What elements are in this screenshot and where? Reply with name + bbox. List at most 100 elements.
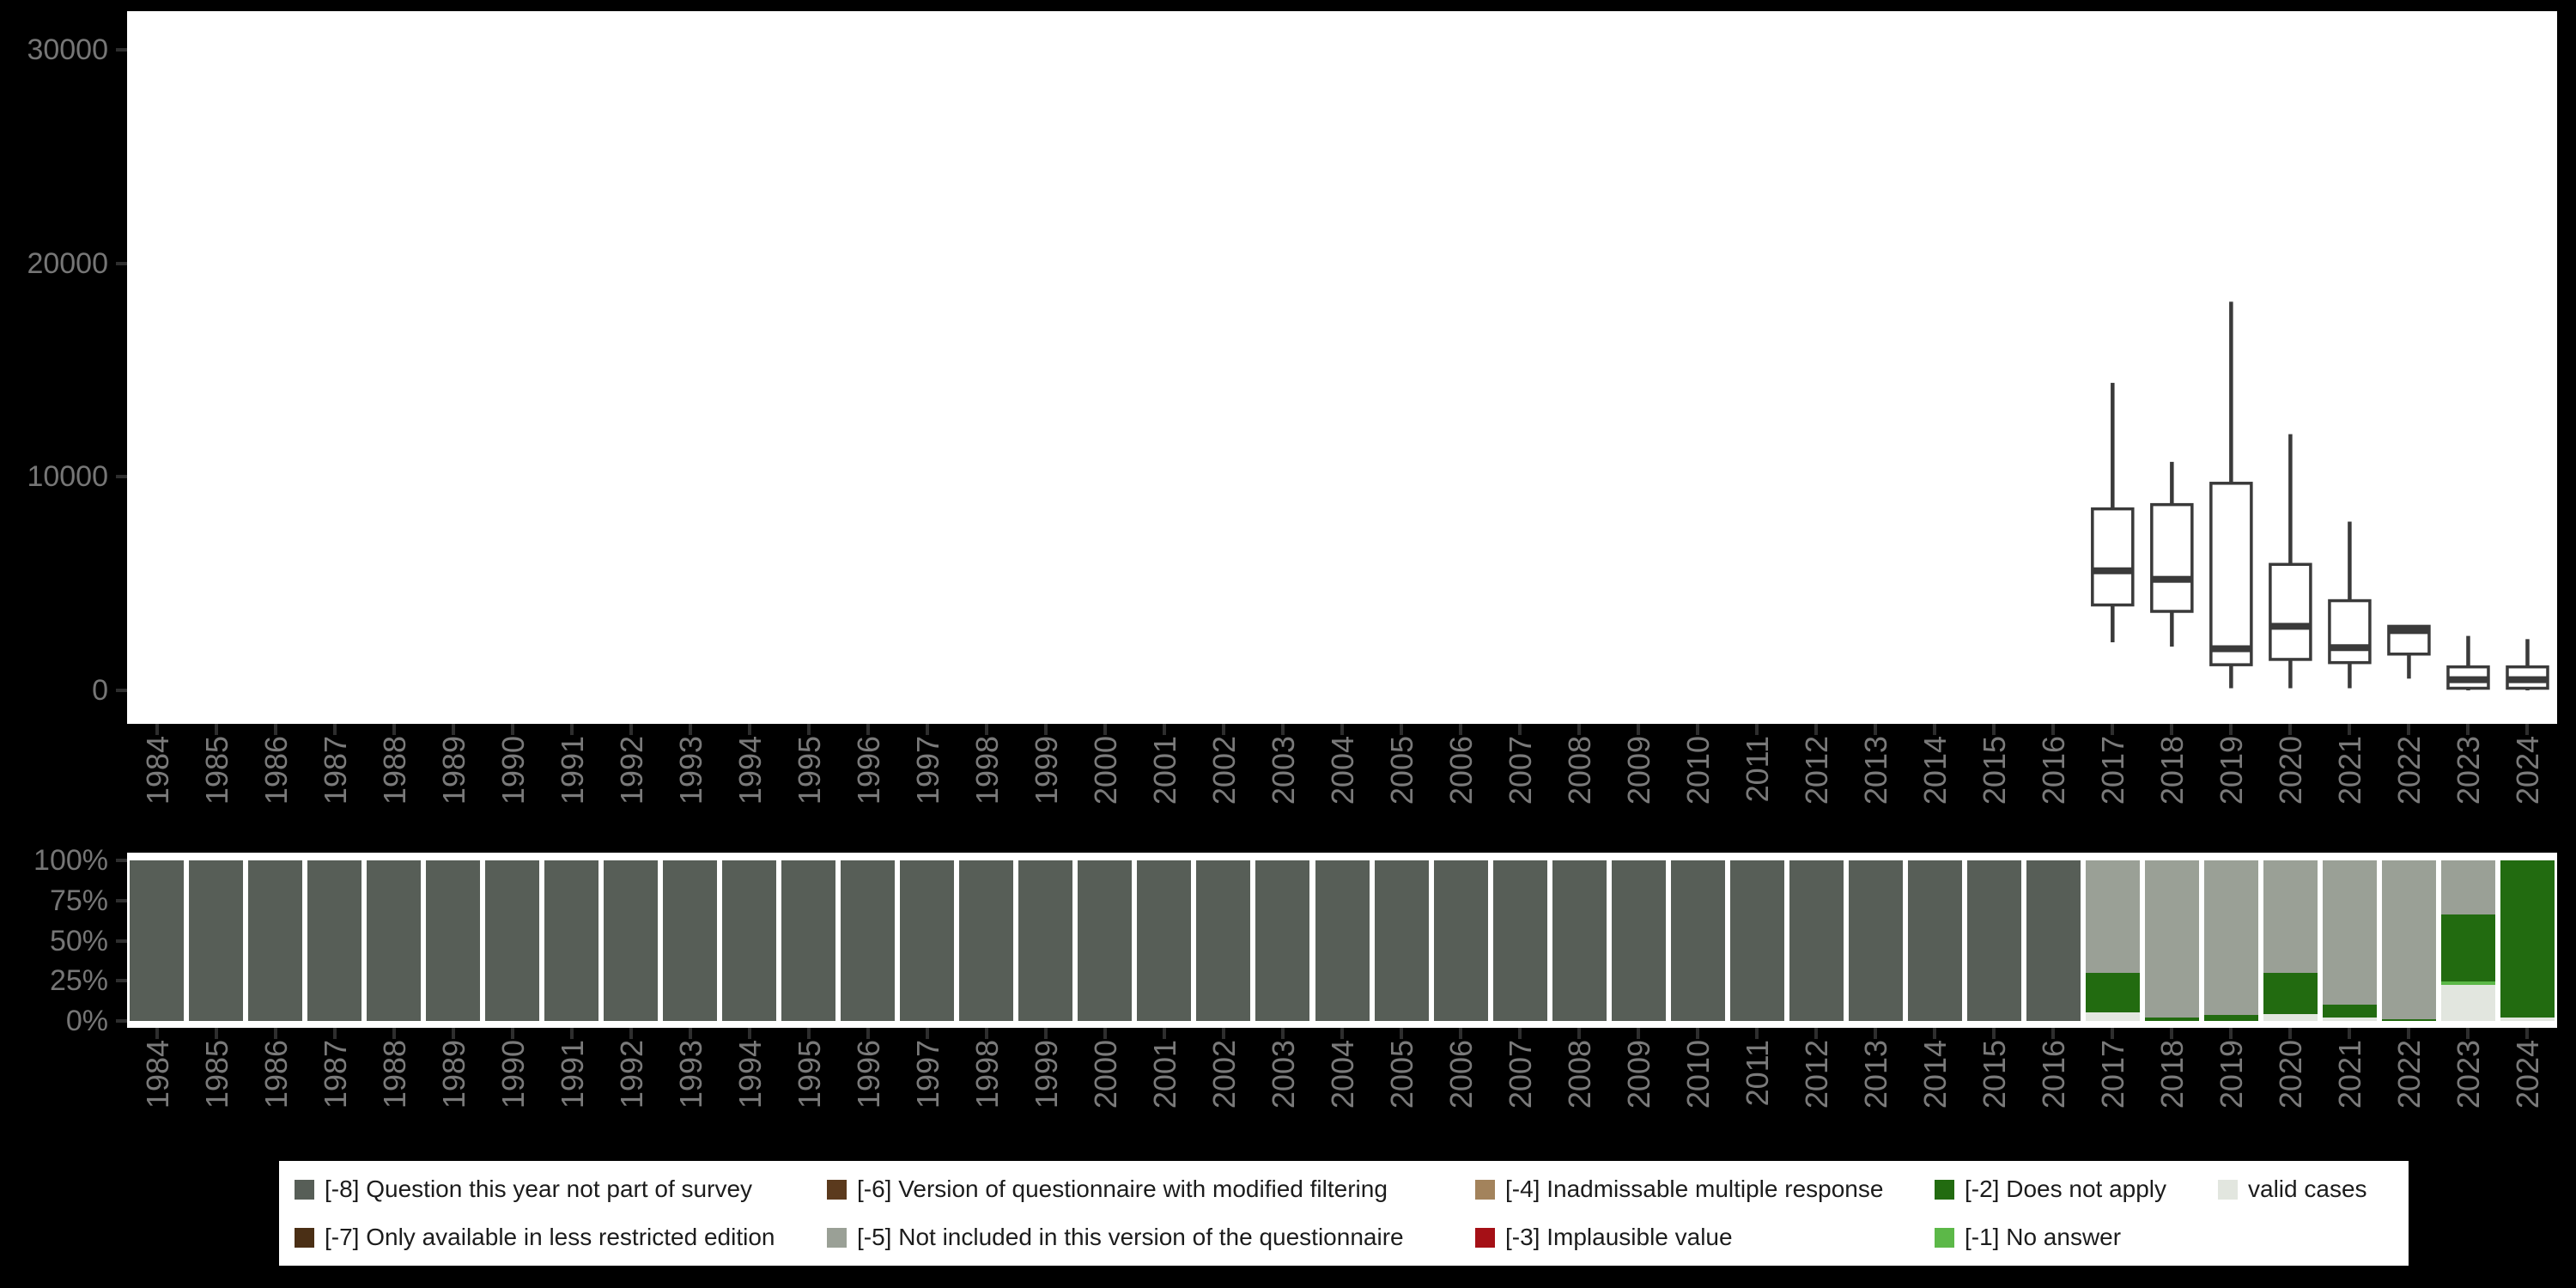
segment-m8	[900, 860, 955, 1021]
x-axis-year-label: 2017	[2095, 1040, 2131, 1109]
x-axis-tick	[332, 1028, 337, 1039]
x-axis-tick	[1577, 724, 1582, 735]
boxplot-2022	[2387, 624, 2431, 679]
x-axis-year-label: 2016	[2036, 1040, 2072, 1109]
x-axis-year-label: 2010	[1680, 736, 1716, 805]
x-axis-year-label: 2013	[1858, 1040, 1894, 1109]
x-axis-year-label: 1998	[969, 736, 1005, 805]
segment-m8	[1729, 860, 1784, 1021]
x-axis-tick	[1992, 1028, 1996, 1039]
x-axis-year-label: 2023	[2451, 1040, 2487, 1109]
legend-item-m4: [-4] Inadmissable multiple response	[1475, 1176, 1935, 1203]
x-axis-tick	[2111, 1028, 2115, 1039]
stacked-bar-1985	[189, 860, 244, 1021]
x-axis-year-label: 2022	[2391, 1040, 2427, 1109]
segment-m8	[1966, 860, 2021, 1021]
x-axis-year-label: 1988	[376, 736, 412, 805]
x-axis-year-label: 1997	[909, 736, 945, 805]
x-axis-tick	[1518, 724, 1522, 735]
boxplot-2017	[2091, 382, 2135, 643]
x-axis-year-label: 2003	[1265, 736, 1301, 805]
stacked-bar-2019	[2203, 860, 2258, 1021]
x-axis-tick	[2170, 724, 2174, 735]
stacked-bar-1984	[130, 860, 184, 1021]
x-axis-tick	[1577, 1028, 1582, 1039]
legend-swatch-m7	[295, 1227, 314, 1248]
segment-m8	[248, 860, 303, 1021]
boxplot-2018	[2150, 461, 2194, 647]
segment-m8	[1018, 860, 1073, 1021]
stacked-bar-1999	[1018, 860, 1073, 1021]
stacked-bar-2020	[2263, 860, 2318, 1021]
stacked-bar-1997	[900, 860, 955, 1021]
x-axis-tick	[2288, 724, 2293, 735]
x-axis-year-label: 1990	[495, 1040, 531, 1109]
stacked-bar-2005	[1374, 860, 1429, 1021]
segment-m8	[485, 860, 540, 1021]
segment-m8	[1907, 860, 1962, 1021]
x-axis-year-label: 2013	[1858, 736, 1894, 805]
x-axis-tick	[451, 724, 455, 735]
x-axis-tick	[1043, 724, 1048, 735]
x-axis-year-label: 1995	[791, 736, 827, 805]
legend-item-m8: [-8] Question this year not part of surv…	[295, 1176, 827, 1203]
x-axis-tick	[214, 724, 218, 735]
percent-axis-tick	[116, 859, 127, 862]
x-axis-year-label: 1995	[791, 1040, 827, 1109]
stacked-bar-2006	[1433, 860, 1488, 1021]
percent-axis-label: 0%	[65, 1005, 108, 1037]
x-axis-tick	[2525, 724, 2530, 735]
percent-axis-tick	[116, 939, 127, 943]
x-axis-year-label: 2018	[2154, 1040, 2190, 1109]
x-axis-tick	[1518, 1028, 1522, 1039]
segment-m8	[781, 860, 836, 1021]
x-axis-year-label: 2007	[1503, 736, 1539, 805]
stacked-bar-1993	[663, 860, 718, 1021]
segment-m2	[2263, 973, 2318, 1014]
x-axis-year-label: 2005	[1384, 736, 1420, 805]
stacked-bar-1990	[485, 860, 540, 1021]
x-axis-year-label: 2023	[2451, 736, 2487, 805]
x-axis-year-label: 1993	[672, 1040, 708, 1109]
x-axis-year-label: 2009	[1621, 736, 1657, 805]
segment-m8	[1374, 860, 1429, 1021]
segment-m8	[1078, 860, 1133, 1021]
x-axis-year-label: 2012	[1799, 736, 1835, 805]
boxplot-2019	[2209, 301, 2253, 689]
x-axis-tick	[1637, 1028, 1641, 1039]
x-axis-tick	[214, 1028, 218, 1039]
x-axis-year-label: 1984	[139, 1040, 175, 1109]
segment-m8	[1670, 860, 1725, 1021]
x-axis-year-label: 2017	[2095, 736, 2131, 805]
segment-m2	[2500, 860, 2555, 1018]
x-axis-year-label: 2002	[1206, 736, 1242, 805]
x-axis-year-label: 2005	[1384, 1040, 1420, 1109]
x-axis-tick	[806, 724, 811, 735]
y-axis-tick	[116, 261, 127, 265]
x-axis-tick	[1459, 724, 1463, 735]
x-axis-year-label: 2024	[2510, 1040, 2546, 1109]
y-axis-tick	[116, 475, 127, 479]
x-axis-year-label: 1999	[1028, 736, 1064, 805]
x-axis-year-label: 2022	[2391, 736, 2427, 805]
percent-axis-label: 25%	[49, 964, 108, 998]
x-axis-year-label: 2000	[1087, 736, 1123, 805]
x-axis-year-label: 1986	[258, 736, 294, 805]
x-axis-tick	[2348, 1028, 2352, 1039]
stacked-bar-1991	[544, 860, 599, 1021]
x-axis-year-label: 2018	[2154, 736, 2190, 805]
x-axis-year-label: 2009	[1621, 1040, 1657, 1109]
legend-swatch-m1	[1935, 1227, 1954, 1248]
segment-valid	[2085, 1012, 2140, 1021]
x-axis-tick	[392, 724, 396, 735]
x-axis-tick	[629, 724, 633, 735]
x-axis-year-label: 1997	[909, 1040, 945, 1109]
x-axis-tick	[155, 724, 159, 735]
stacked-bar-2002	[1196, 860, 1251, 1021]
x-axis-year-label: 1989	[435, 1040, 471, 1109]
legend-label-m6: [-6] Version of questionnaire with modif…	[857, 1176, 1388, 1202]
boxplot-2024	[2506, 639, 2549, 690]
x-axis-year-label: 2019	[2214, 1040, 2250, 1109]
segment-m5	[2440, 860, 2495, 914]
